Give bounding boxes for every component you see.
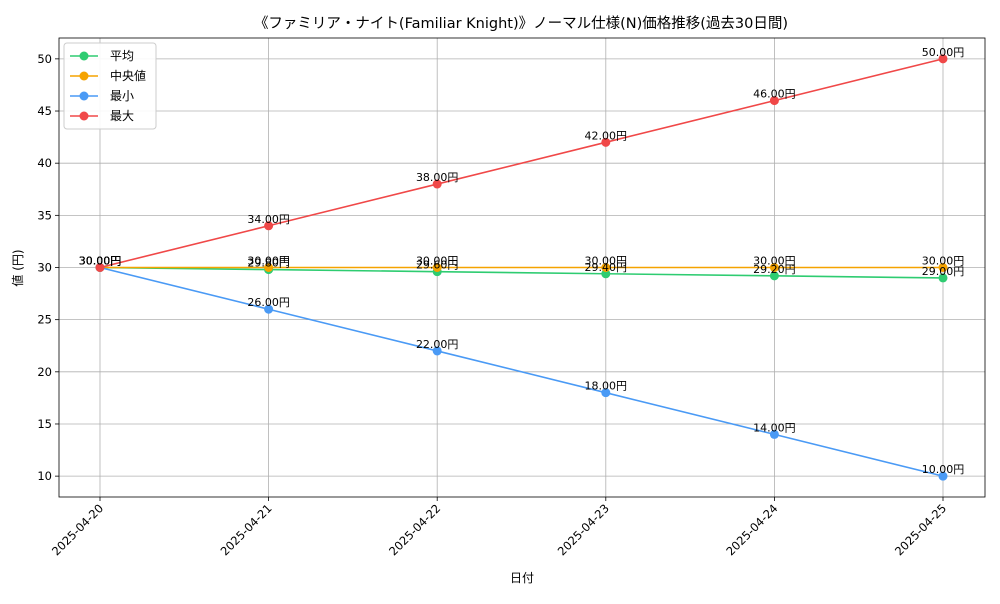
x-tick-label: 2025-04-23 [555, 501, 612, 558]
series-0-group [95, 263, 948, 283]
x-tick-label: 2025-04-25 [892, 501, 949, 558]
series-3-data-label: 46.00円 [753, 88, 796, 101]
series-0-data-label: 30.00円 [79, 255, 122, 268]
series-3-group [95, 54, 948, 272]
series-0-line [99, 266, 944, 279]
series-0-data-label: 29.60円 [416, 259, 459, 272]
y-tick-label: 15 [37, 417, 52, 431]
legend-label: 最小 [110, 89, 134, 103]
series-3-point [432, 179, 442, 189]
chart-title: 《ファミリア・ナイト(Familiar Knight)》ノーマル仕様(N)価格推… [254, 15, 788, 32]
series-2-line [99, 266, 944, 477]
legend-marker [79, 91, 89, 101]
series-0-data-label: 29.80円 [247, 257, 290, 270]
y-tick-label: 45 [37, 104, 52, 118]
series-1-data-label: 30.00円 [79, 255, 122, 268]
series-3-point [264, 221, 274, 231]
series-2-data-label: 14.00円 [753, 421, 796, 434]
series-2-point [769, 429, 779, 439]
series-0-point [769, 271, 779, 281]
series-3-point [769, 96, 779, 106]
series-2-point [432, 346, 442, 356]
y-tick-label: 25 [37, 313, 52, 327]
series-3-point [95, 263, 105, 272]
x-axis: 2025-04-20 2025-04-21 2025-04-22 2025-04-23… [49, 497, 949, 558]
series-1-point [432, 263, 442, 272]
series-3-line [99, 58, 944, 269]
legend-label: 中央値 [110, 68, 146, 83]
series-3-data-label: 42.00円 [585, 129, 628, 142]
series-2-data-label: 10.00円 [922, 463, 965, 476]
series-1-point [601, 263, 611, 272]
legend-item-3: 最大 [70, 109, 134, 123]
series-1-point [938, 263, 948, 272]
series-1-group [95, 263, 948, 272]
series-1-data-label: 30.00円 [416, 255, 459, 268]
series-0-data-label: 29.20円 [753, 263, 796, 276]
series-3-data-label: 50.00円 [922, 46, 965, 59]
series-2-data-label: 26.00円 [247, 296, 290, 309]
y-axis: 10 15 20 25 30 35 40 45 50 [37, 52, 59, 483]
x-tick-label: 2025-04-21 [218, 501, 275, 558]
series-3-data-label: 34.00円 [247, 213, 290, 226]
y-tick-label: 10 [37, 469, 52, 483]
series-1-data-label: 30.00円 [922, 255, 965, 268]
y-tick-label: 50 [37, 52, 52, 66]
series-1-data-label: 30.00円 [585, 255, 628, 268]
series-1-data-label: 30.00円 [753, 255, 796, 268]
x-tick-label: 2025-04-24 [723, 501, 780, 558]
legend-item-1: 中央値 [70, 68, 146, 83]
series-3-point [601, 137, 611, 147]
y-tick-label: 30 [37, 261, 52, 275]
series-0-point [601, 269, 611, 279]
series-2-group [95, 263, 948, 481]
x-axis-label: 日付 [510, 571, 534, 585]
legend-marker [79, 111, 89, 121]
series-1-data-label: 30.00円 [247, 255, 290, 268]
series-0-data-label: 29.00円 [922, 265, 965, 278]
series-2-point [264, 304, 274, 314]
series-layer [95, 54, 948, 481]
series-0-point [938, 273, 948, 283]
series-2-point [938, 471, 948, 481]
legend-label: 平均 [110, 49, 134, 63]
legend-item-0: 平均 [70, 49, 134, 63]
x-tick-label: 2025-04-22 [386, 501, 443, 558]
y-tick-label: 35 [37, 208, 52, 222]
legend-marker [79, 51, 89, 61]
series-2-data-label: 30.00円 [79, 255, 122, 268]
y-axis-label: 値 (円) [10, 249, 25, 286]
y-tick-label: 40 [37, 156, 52, 170]
series-1-point [769, 263, 779, 272]
series-2-data-label: 22.00円 [416, 338, 459, 351]
legend-label: 最大 [110, 109, 134, 123]
series-3-data-label: 30.00円 [79, 255, 122, 268]
series-3-point [938, 54, 948, 64]
series-1-point [264, 263, 274, 272]
series-2-point [601, 388, 611, 398]
data-labels: 30.00円 29.80円 29.60円 29.40円 29.20円 29.00円30.0… [79, 46, 965, 476]
legend-box [63, 42, 157, 130]
legend-item-2: 最小 [70, 89, 134, 103]
series-0-data-label: 29.40円 [585, 261, 628, 274]
series-2-data-label: 18.00円 [585, 380, 628, 393]
series-3-data-label: 38.00円 [416, 171, 459, 184]
y-tick-label: 20 [37, 365, 52, 379]
legend-marker [79, 71, 89, 81]
x-tick-label: 2025-04-20 [49, 501, 106, 558]
